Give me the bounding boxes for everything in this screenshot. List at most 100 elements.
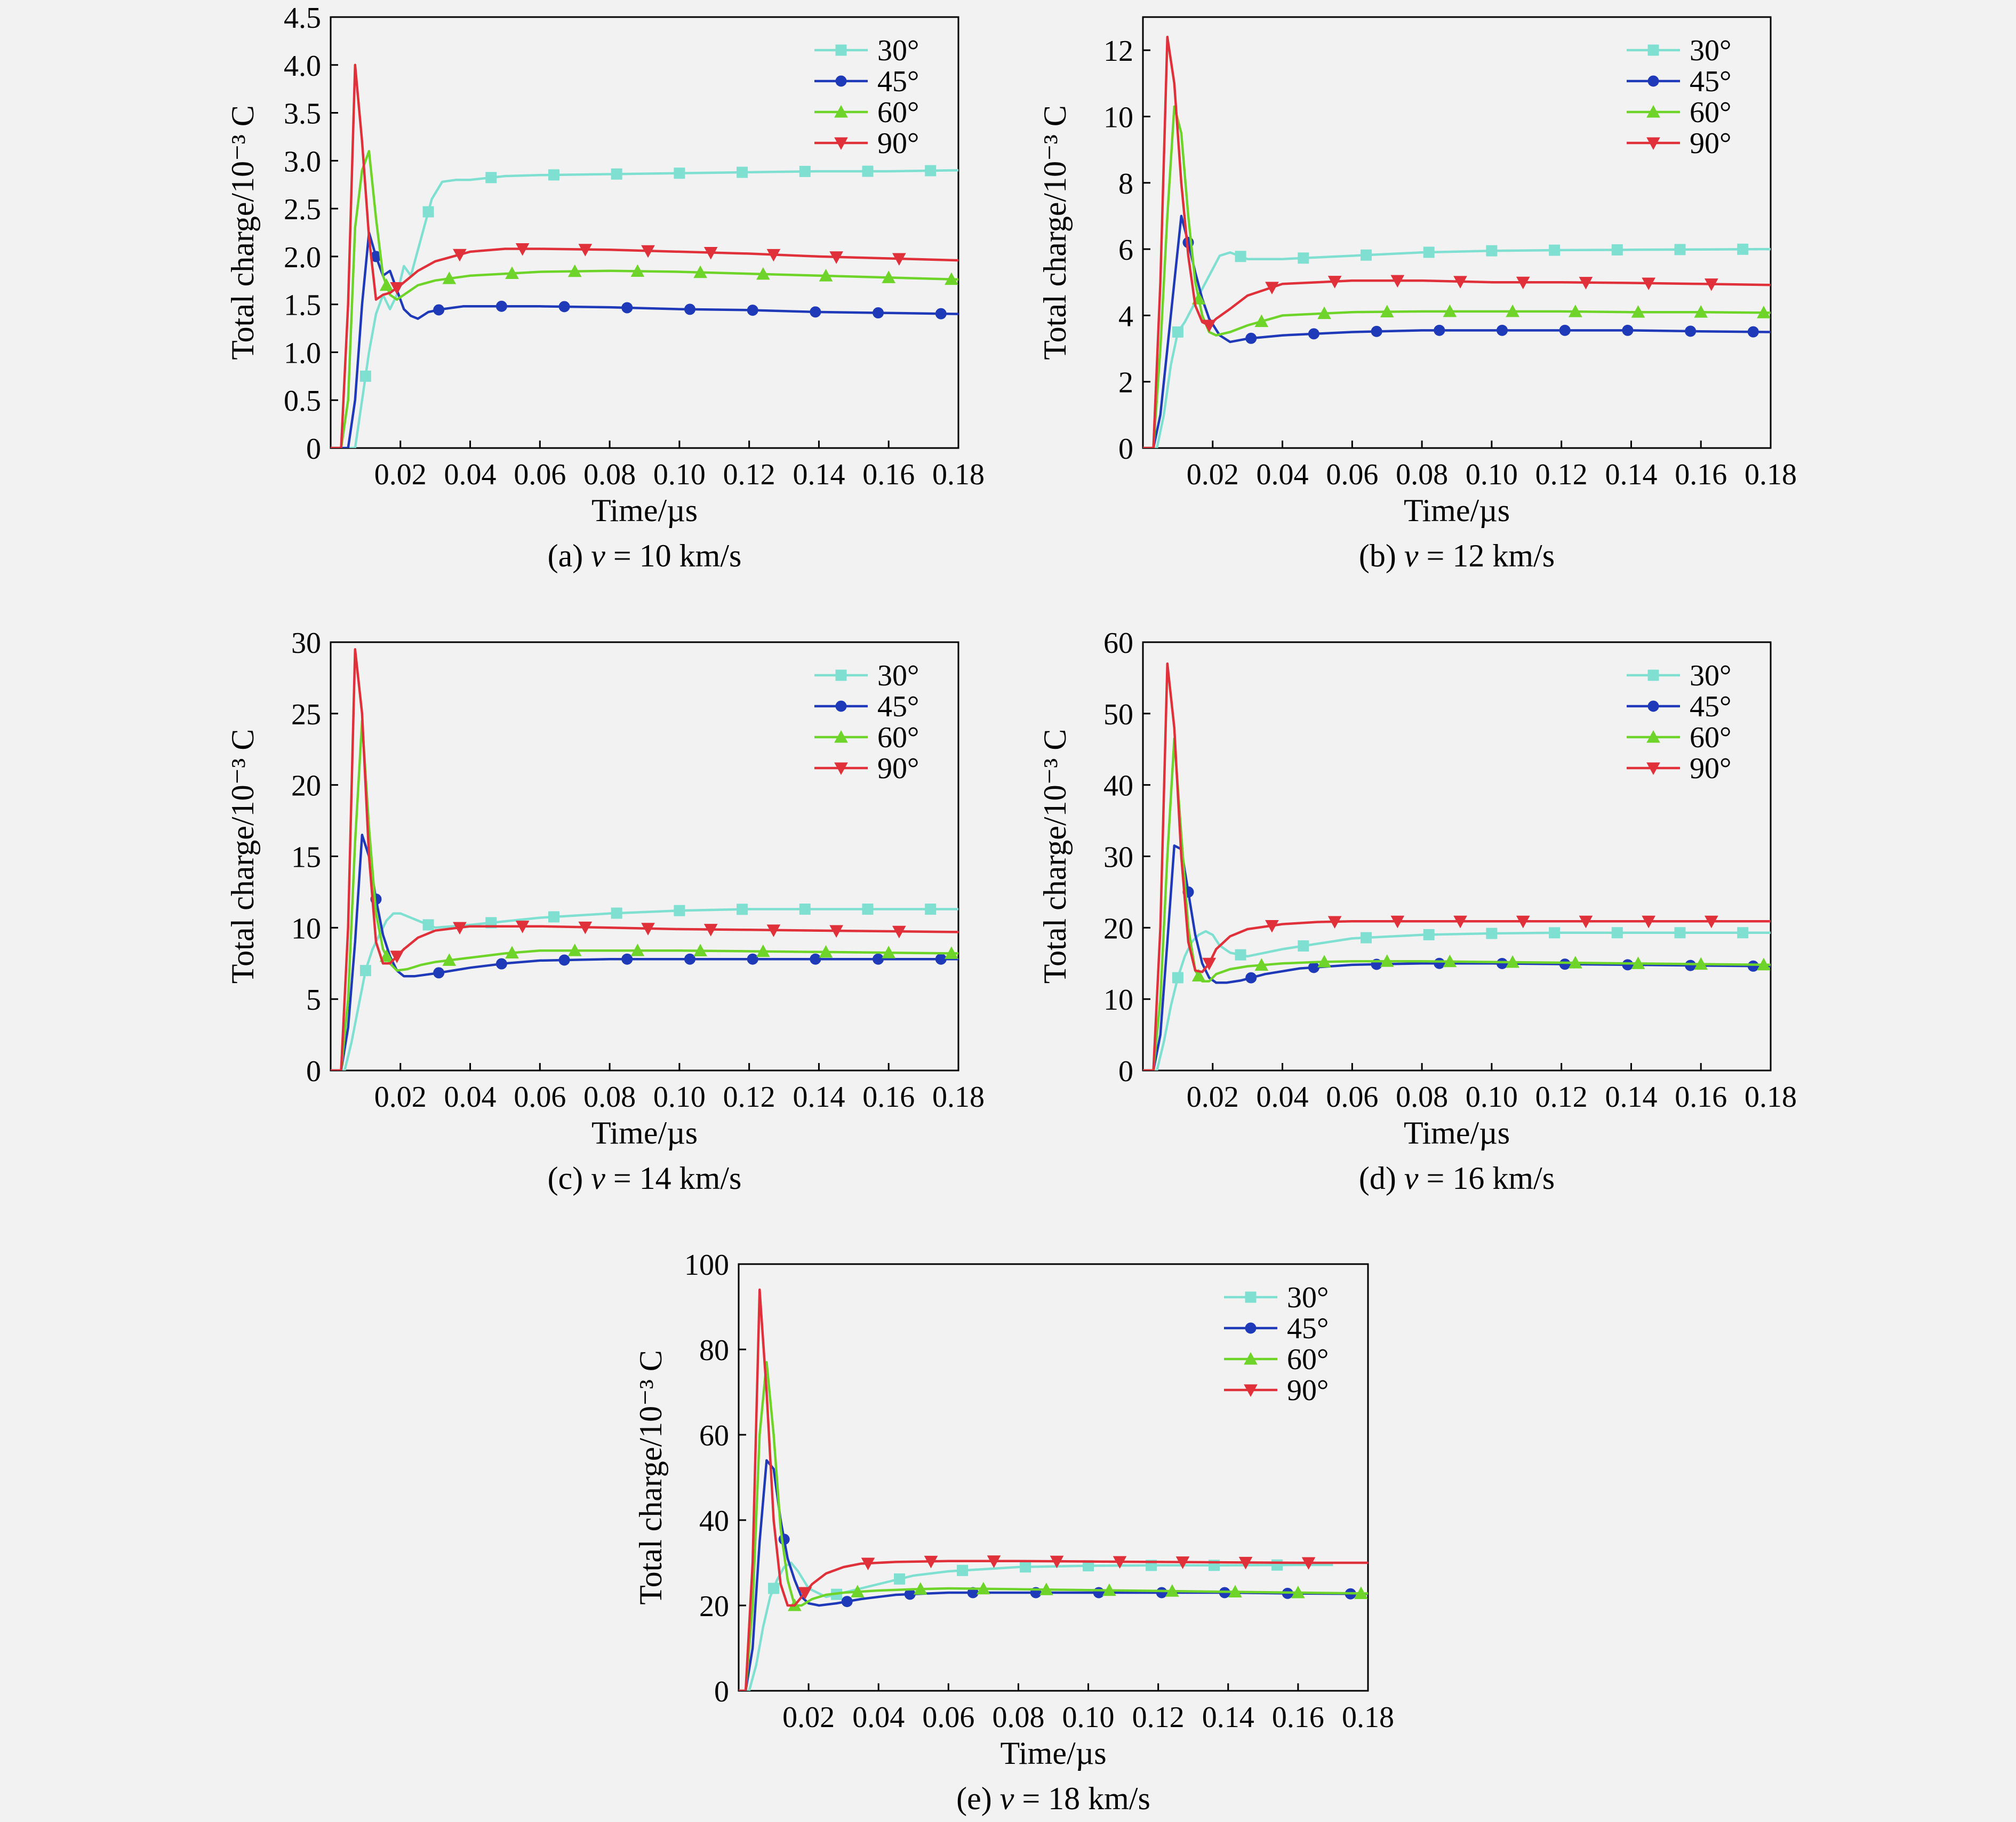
series-point xyxy=(1568,305,1582,317)
series-point xyxy=(390,282,404,295)
legend: 30°45°60°90° xyxy=(1224,1281,1329,1407)
series-point xyxy=(1265,282,1279,294)
x-tick-label: 0.10 xyxy=(653,1081,706,1114)
x-tick-label: 0.10 xyxy=(1466,458,1518,491)
x-tick-label: 0.16 xyxy=(1675,458,1727,491)
series-point xyxy=(1516,915,1530,929)
legend-label: 90° xyxy=(877,752,919,785)
series-point xyxy=(925,904,937,915)
legend-marker xyxy=(1244,1352,1258,1365)
legend-label: 30° xyxy=(1287,1281,1329,1314)
series-point xyxy=(1737,243,1749,255)
x-tick-label: 0.12 xyxy=(723,458,775,491)
series-point xyxy=(359,370,371,382)
legend-label: 60° xyxy=(1287,1343,1329,1376)
series-point xyxy=(882,270,896,283)
x-axis-label: Time/µs xyxy=(591,1115,698,1150)
series-point xyxy=(799,904,811,915)
x-tick-label: 0.04 xyxy=(1257,458,1309,491)
series-point xyxy=(1360,249,1372,261)
series-point xyxy=(1486,928,1498,939)
series-point xyxy=(621,302,633,314)
series-point xyxy=(1579,915,1593,929)
legend-item: 30° xyxy=(814,659,919,692)
x-tick-label: 0.06 xyxy=(514,1081,566,1114)
legend-marker xyxy=(834,105,848,118)
series-point xyxy=(747,305,758,316)
series-point xyxy=(1254,958,1269,971)
series-point xyxy=(453,922,467,935)
series-45° xyxy=(331,231,958,448)
y-tick-label: 10 xyxy=(1103,984,1133,1017)
series-point xyxy=(1497,324,1508,336)
legend: 30°45°60°90° xyxy=(1627,34,1731,160)
y-tick-label: 1.5 xyxy=(284,289,321,322)
plot-area xyxy=(1142,641,1772,1072)
y-tick-label: 3.5 xyxy=(284,98,321,131)
legend-label: 45° xyxy=(877,65,919,98)
legend-label: 60° xyxy=(877,96,919,129)
y-tick-label: 0 xyxy=(714,1675,729,1708)
series-point xyxy=(1298,252,1309,264)
x-tick-label: 0.14 xyxy=(1202,1701,1254,1734)
y-tick-label: 40 xyxy=(699,1505,729,1538)
series-point xyxy=(861,1557,875,1571)
series-point xyxy=(1327,916,1342,929)
y-tick-label: 30 xyxy=(1103,841,1133,874)
legend-item: 45° xyxy=(1627,65,1731,98)
series-line xyxy=(331,834,958,1070)
series-point xyxy=(379,949,394,962)
panel-caption: (d) v = 16 km/s xyxy=(1359,1161,1555,1196)
y-tick-label: 2.0 xyxy=(284,241,321,274)
series-point xyxy=(1172,326,1183,338)
y-axis-label: Total charge/10⁻³ C xyxy=(633,1350,668,1605)
series-point xyxy=(1298,940,1309,952)
y-tick-label: 25 xyxy=(291,698,321,731)
series-point xyxy=(819,269,833,282)
series-point xyxy=(1497,957,1508,969)
plot-area xyxy=(330,16,959,449)
series-point xyxy=(621,953,633,965)
plot-area xyxy=(738,1263,1369,1692)
series-point xyxy=(611,168,622,180)
legend-item: 60° xyxy=(814,96,919,129)
series-60° xyxy=(331,150,958,448)
series-point xyxy=(674,905,685,916)
x-tick-label: 0.04 xyxy=(444,458,497,491)
x-tick-label: 0.08 xyxy=(1396,458,1448,491)
series-point xyxy=(1390,275,1405,288)
legend-marker xyxy=(835,700,847,712)
series-point xyxy=(684,953,696,965)
series-point xyxy=(1235,251,1246,262)
x-tick-label: 0.12 xyxy=(723,1081,775,1114)
x-tick-label: 0.16 xyxy=(862,1081,915,1114)
series-point xyxy=(693,944,707,957)
series-point xyxy=(1113,1556,1127,1569)
series-point xyxy=(851,1585,865,1597)
y-tick-label: 8 xyxy=(1118,167,1133,201)
series-point xyxy=(1559,324,1571,336)
series-60° xyxy=(331,719,958,1070)
legend-marker xyxy=(1647,75,1659,87)
y-axis-label: Total charge/10⁻³ C xyxy=(1037,105,1073,360)
y-tick-label: 80 xyxy=(699,1334,729,1367)
x-tick-label: 0.16 xyxy=(862,458,915,491)
series-point xyxy=(945,946,958,959)
legend: 30°45°60°90° xyxy=(814,34,919,160)
y-tick-label: 40 xyxy=(1103,770,1133,803)
y-tick-label: 60 xyxy=(1103,627,1133,660)
legend-label: 30° xyxy=(1690,659,1731,692)
x-tick-label: 0.16 xyxy=(1675,1081,1727,1114)
series-point xyxy=(1102,1583,1116,1596)
y-tick-label: 6 xyxy=(1118,234,1133,267)
series-line xyxy=(331,908,958,1070)
y-tick-label: 12 xyxy=(1103,35,1133,68)
series-point xyxy=(819,945,833,958)
series-point xyxy=(495,300,507,312)
panel-caption: (b) v = 12 km/s xyxy=(1359,538,1555,573)
series-point xyxy=(1202,957,1217,971)
series-point xyxy=(862,165,874,177)
series-point xyxy=(1423,929,1435,940)
series-point xyxy=(1291,1585,1305,1599)
series-point xyxy=(1443,954,1457,968)
